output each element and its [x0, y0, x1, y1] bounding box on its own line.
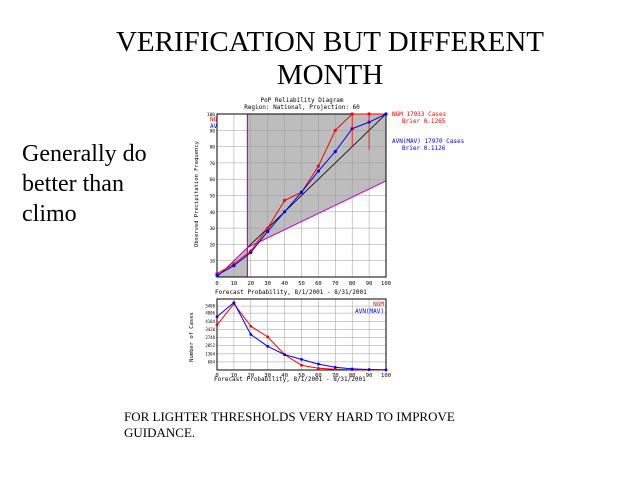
y-tick-label: 10 [210, 259, 216, 265]
count-point-ngm [266, 335, 270, 339]
x-tick-label: 60 [315, 373, 322, 379]
side-note: Generally do better than climo [22, 141, 147, 227]
x-tick-label: 60 [315, 281, 322, 287]
data-point-ngm [266, 226, 270, 230]
y-tick-label: 2052 [205, 343, 215, 348]
plot-frame [216, 113, 387, 278]
reliability-figure: PoP Reliability Diagram Region: National… [189, 97, 465, 383]
x-tick-label: 20 [247, 373, 254, 379]
data-point-avn [283, 210, 287, 214]
count-point-avn [249, 333, 253, 336]
x-tick-label: 80 [349, 281, 356, 287]
count-point-avn [215, 315, 219, 319]
bottom-legend-ngm: NGM [373, 301, 384, 308]
x-tick-label: 30 [264, 281, 271, 287]
footer-note: FOR LIGHTER THRESHOLDS VERY HARD TO IMPR… [124, 409, 455, 440]
no-skill-line [247, 180, 387, 249]
data-point-avn [266, 229, 270, 233]
x-tick-label: 0 [215, 281, 218, 287]
count-point-ngm [317, 366, 320, 370]
y-tick-label: 30 [210, 226, 216, 232]
count-point-avn [317, 362, 320, 366]
x-tick-label: 100 [381, 373, 391, 379]
x-tick-label: 40 [281, 281, 288, 287]
count-point-avn [232, 301, 236, 304]
count-point-avn [300, 357, 303, 361]
data-point-avn [215, 273, 219, 277]
x-tick-label: 50 [298, 373, 305, 379]
legend-avn-stat: Brier 0.1126 [402, 145, 446, 152]
data-point-ngm [333, 128, 337, 132]
bottom-legend-avn: AVN(MAV) [355, 308, 384, 315]
x-tick-label: 10 [231, 281, 238, 287]
y-tick-label: 684 [208, 359, 216, 364]
data-point-avn [384, 112, 388, 116]
data-point-avn [249, 250, 253, 255]
top-xlabel: Forecast Probability, 8/1/2001 - 8/31/20… [215, 289, 367, 296]
left-legend-ngm: NGM [210, 116, 221, 123]
count-point-ngm [300, 363, 303, 367]
chart-title: PoP Reliability Diagram [260, 97, 343, 104]
x-tick-label: 20 [247, 281, 254, 287]
legend-ngm-label: NGM 17933 Cases [392, 111, 447, 118]
slide-title: VERIFICATION BUT DIFFERENT MONTH [115, 26, 545, 91]
count-point-avn [350, 367, 354, 371]
y-tick-label: 1364 [205, 351, 215, 356]
y-tick-label: 2740 [205, 335, 215, 340]
count-point-ngm [333, 367, 337, 371]
data-point-ngm [316, 164, 320, 168]
y-tick-label: 4104 [205, 319, 215, 324]
x-tick-label: 70 [332, 281, 339, 287]
y-tick-label: 60 [210, 177, 216, 183]
bottom-plot-area: 0 10 20 30 40 50 60 70 80 90 100 5400 4806 4104 3420 27… [205, 298, 391, 379]
count-point-avn [266, 344, 270, 348]
y-tick-label: 90 [210, 128, 216, 134]
x-tick-label: 90 [366, 373, 373, 379]
count-point-ngm [215, 323, 219, 327]
count-point-avn [384, 368, 388, 372]
data-point-avn [299, 190, 304, 194]
y-tick-label: 4806 [205, 311, 215, 316]
y-tick-label: 80 [210, 145, 216, 151]
y-tick-label: 100 [207, 112, 215, 118]
x-tick-label: 30 [264, 373, 271, 379]
top-plot-area: 0 10 20 30 40 50 60 70 80 90 100 10 20 30 40 50 60 70 80 90… [207, 112, 391, 287]
x-tick-label: 40 [281, 373, 288, 379]
legend-ngm-stat: Brier 0.1265 [402, 118, 446, 125]
x-tick-label: 50 [298, 281, 305, 287]
x-tick-label: 90 [366, 281, 373, 287]
x-tick-label: 0 [215, 373, 218, 379]
top-ylabel: Observed Precipitation Frequency [194, 140, 200, 247]
count-point-avn [367, 368, 371, 371]
y-tick-label: 40 [210, 210, 216, 216]
x-tick-label: 10 [231, 373, 238, 379]
count-point-avn [283, 353, 286, 357]
y-tick-label: 20 [210, 242, 216, 248]
data-point-avn [316, 169, 320, 173]
y-tick-label: 5400 [205, 304, 215, 309]
bottom-ylabel: Number of Cases [189, 312, 195, 362]
y-tick-label: 70 [210, 161, 216, 167]
bottom-xlabel: Forecast Probability, 8/1/2001 - 8/31/20… [214, 376, 366, 383]
legend-avn-label: AVN(MAV) 17970 Cases [392, 138, 465, 145]
count-point-ngm [249, 324, 253, 328]
count-point-avn [333, 365, 337, 369]
data-point-avn [333, 149, 337, 154]
chart-subtitle: Region: National, Projection: 60 [244, 104, 360, 111]
x-tick-label: 80 [349, 373, 356, 379]
data-point-ngm [283, 198, 287, 202]
x-tick-label: 100 [381, 281, 391, 287]
y-tick-label: 50 [210, 194, 216, 200]
x-tick-label: 70 [332, 373, 339, 379]
y-tick-label: 3420 [205, 327, 215, 332]
data-point-avn [232, 263, 236, 268]
plot-frame [216, 298, 387, 371]
